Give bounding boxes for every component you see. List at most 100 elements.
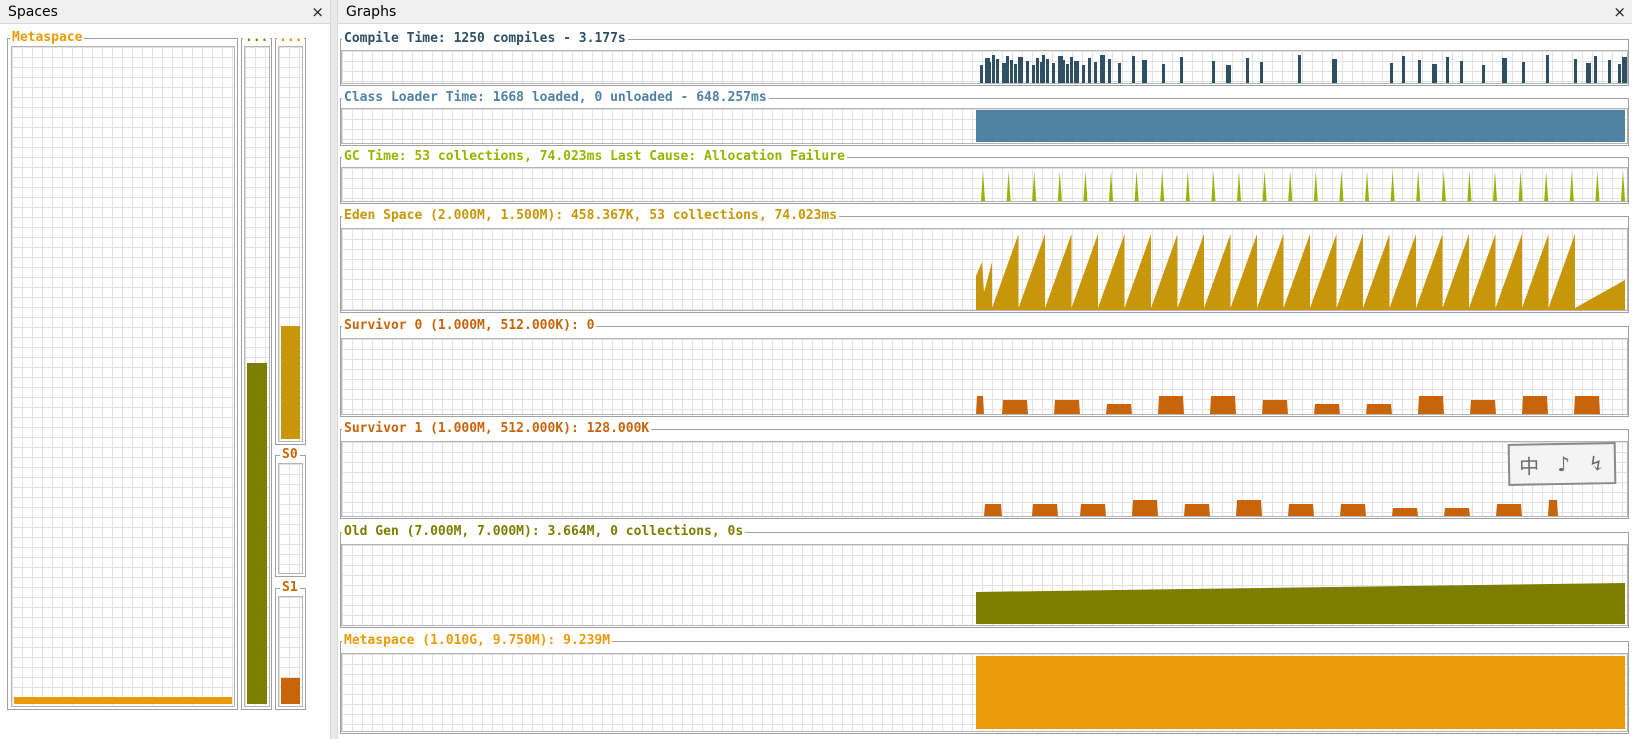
- s0-block: [1106, 404, 1132, 414]
- gc-spike: [1083, 171, 1088, 201]
- compile-spike: [1502, 58, 1507, 83]
- gc-spike: [1134, 171, 1139, 201]
- spaces-close-icon[interactable]: ×: [311, 3, 324, 21]
- metaspace-graph-chart: [341, 653, 1628, 732]
- gc-spike: [1032, 171, 1037, 201]
- graphs-close-icon[interactable]: ×: [1613, 3, 1626, 21]
- compile-spike: [996, 59, 999, 83]
- compile-spike: [1074, 61, 1079, 83]
- s1-block: [1288, 504, 1314, 516]
- eden-space-bar: [281, 326, 300, 439]
- gc-spike: [1313, 171, 1318, 201]
- gc-spike: [1237, 171, 1241, 201]
- compile-spike: [1460, 61, 1463, 83]
- old-gen-graph-frame: [340, 532, 1629, 628]
- compile-spike: [1088, 58, 1091, 83]
- eden-space-graph: [976, 234, 1625, 310]
- compile-spike: [1108, 59, 1111, 83]
- graphs-panel-title: Graphs: [346, 4, 397, 20]
- compile-time-label: Compile Time: 1250 compiles - 3.177s: [342, 31, 628, 46]
- s0-block: [1418, 396, 1444, 414]
- gc-spike: [1211, 171, 1216, 201]
- graphs-panel-header: Graphs ×: [338, 0, 1632, 24]
- gc-spike: [1390, 171, 1395, 201]
- s0-block: [1574, 396, 1600, 414]
- s0-block: [1522, 396, 1548, 414]
- compile-spike: [1062, 60, 1065, 83]
- compile-spike: [1046, 59, 1049, 83]
- eden-space-label: ...: [277, 30, 305, 45]
- class-loader-label: Class Loader Time: 1668 loaded, 0 unload…: [342, 90, 769, 105]
- compile-spike: [1402, 56, 1405, 83]
- ime-char-2: ♪: [1557, 451, 1571, 477]
- s0-block: [1210, 396, 1236, 414]
- compile-spike: [1142, 60, 1147, 83]
- s1-block: [1496, 504, 1522, 516]
- compile-spike: [1180, 57, 1183, 83]
- s1-block: [1548, 500, 1558, 516]
- compile-spike: [1522, 62, 1525, 83]
- gc-time-chart: [341, 167, 1628, 202]
- s0-block: [1366, 404, 1392, 414]
- ime-char-3: ↯: [1587, 451, 1606, 476]
- compile-spike: [1052, 63, 1055, 83]
- old-space-label: ...: [243, 30, 271, 45]
- eden-sawtooth: [976, 234, 1625, 310]
- compile-spike: [992, 55, 995, 83]
- compile-spike: [1006, 56, 1009, 83]
- compile-spike: [1042, 55, 1045, 83]
- ime-indicator[interactable]: 中 ♪ ↯: [1507, 442, 1617, 486]
- old-gen-graph-chart: [341, 544, 1628, 626]
- compile-spike: [1026, 61, 1029, 83]
- metaspace-graph: [976, 656, 1625, 729]
- survivor0-graph-label: Survivor 0 (1.000M, 512.000K): 0: [342, 318, 597, 333]
- compile-spike: [1018, 57, 1023, 83]
- eden-graph-label: Eden Space (2.000M, 1.500M): 458.367K, 5…: [342, 208, 840, 223]
- compile-spike: [1622, 57, 1627, 83]
- gc-spike: [981, 171, 985, 201]
- compile-spike: [1058, 56, 1063, 83]
- gc-spike: [1109, 171, 1113, 201]
- gc-spike: [1339, 171, 1344, 201]
- survivor1-graph-chart: [341, 441, 1628, 517]
- s1-block: [1132, 500, 1158, 516]
- gc-spike: [1185, 171, 1190, 201]
- compile-spike: [1446, 57, 1449, 83]
- survivor1-graph-frame: [340, 429, 1629, 519]
- gc-spike: [1416, 171, 1421, 201]
- compile-spike: [1066, 64, 1069, 83]
- compile-time-frame: [340, 39, 1629, 86]
- s1-block: [1392, 508, 1418, 516]
- survivor0-graph: [976, 396, 1600, 414]
- compile-spike: [1546, 55, 1549, 83]
- panel-splitter[interactable]: [330, 0, 338, 739]
- compile-spike: [1036, 58, 1039, 83]
- compile-spike: [1594, 56, 1597, 83]
- survivor1-graph-label: Survivor 1 (1.000M, 512.000K): 128.000K: [342, 421, 652, 436]
- s0-block: [976, 396, 984, 414]
- metaspace-area: [976, 656, 1625, 729]
- compile-spike: [1332, 59, 1337, 83]
- eden-graph-chart: [341, 228, 1628, 311]
- gc-time-frame: [340, 157, 1629, 204]
- gc-spike: [1441, 171, 1446, 201]
- gc-spike: [1006, 171, 1011, 201]
- old-gen-graph: [976, 583, 1625, 624]
- old-gen-area: [976, 583, 1625, 624]
- compile-spike: [1226, 65, 1231, 83]
- compile-spike: [1586, 63, 1591, 83]
- old-space-chart: [244, 46, 270, 707]
- gc-spike: [1595, 171, 1600, 201]
- s0-block: [1158, 396, 1184, 414]
- s1-space-bar: [281, 678, 300, 704]
- spaces-panel-title: Spaces: [8, 4, 58, 20]
- old-space-bar: [247, 363, 267, 704]
- gc-spike: [1493, 171, 1497, 201]
- s1-block: [1340, 504, 1366, 516]
- compile-spike: [980, 65, 983, 83]
- metaspace-graph-frame: [340, 641, 1629, 734]
- s0-block: [1054, 400, 1080, 414]
- compile-spike: [1162, 64, 1165, 83]
- metaspace-space-label: Metaspace: [10, 30, 85, 45]
- compile-spike: [985, 58, 990, 83]
